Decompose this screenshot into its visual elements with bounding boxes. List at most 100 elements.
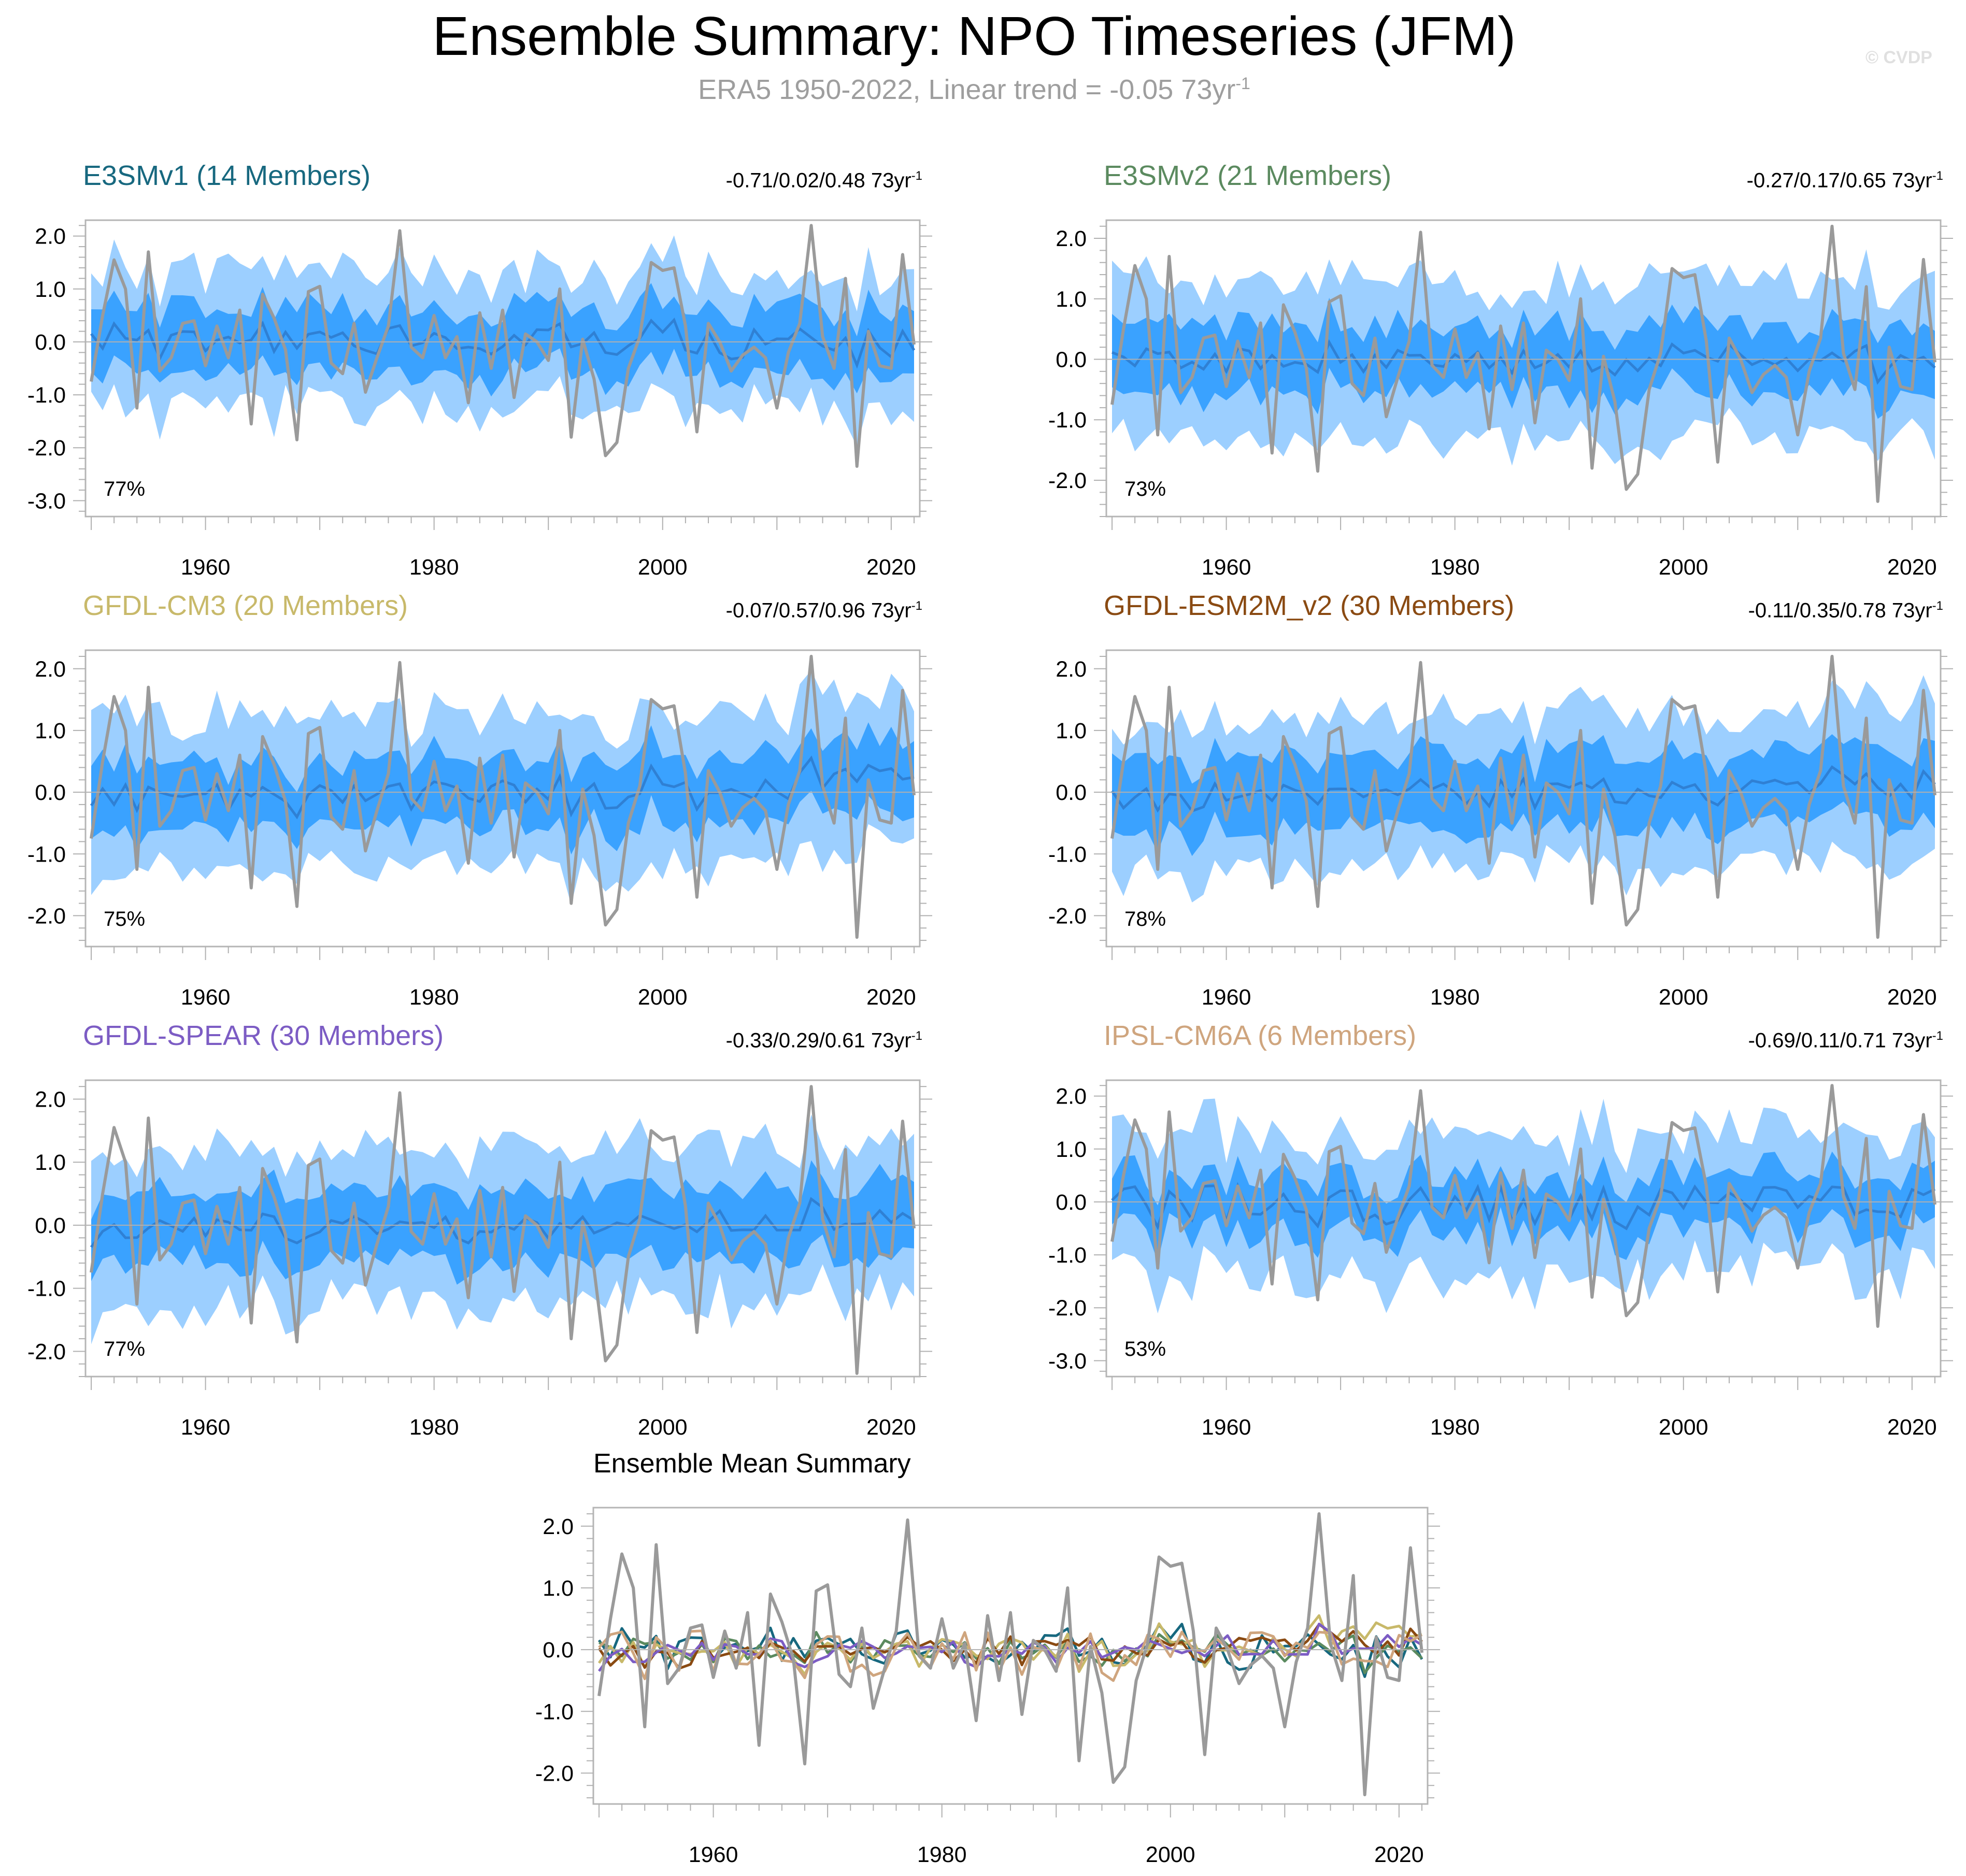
panel-e3smv2-percent-label: 73% (1124, 478, 1166, 500)
panel-ipsl-cm6a-xtick-label: 1980 (1430, 1415, 1480, 1440)
panel-gfdl-cm3-inner-range-band (91, 722, 914, 855)
summary-e3smv1-line (597, 1623, 1423, 1678)
panel-gfdl-spear-trend-range: -0.33/0.29/0.61 73yr-1 (725, 1029, 922, 1052)
panel-gfdl-esm2m-inner-range-band (1112, 734, 1935, 856)
panel-e3smv2-plot-area (1110, 224, 1936, 503)
panel-gfdl-cm3-ytick-label: 1.0 (35, 719, 66, 743)
panel-e3smv2-xtick-label: 1960 (1202, 555, 1251, 580)
panel-e3smv2-era5-line (1110, 224, 1936, 503)
panel-e3smv2-xtick-label: 2000 (1659, 555, 1708, 580)
panel-ipsl-cm6a-ytick-label: -2.0 (1048, 1296, 1087, 1321)
panel-gfdl-cm3-plot-area (90, 654, 916, 939)
summary-e3smv2-line (599, 1631, 1423, 1674)
panel-gfdl-spear-xtick-label: 2000 (638, 1415, 688, 1440)
panel-e3smv2-title: E3SMv2 (21 Members) (1104, 160, 1392, 191)
summary-ytick-label: 1.0 (543, 1576, 574, 1601)
panel-e3smv2-ensemble-mean-line (1112, 339, 1936, 385)
summary-xtick-label: 1980 (917, 1842, 967, 1867)
summary-xtick-label: 2000 (1146, 1842, 1195, 1867)
panel-ipsl-cm6a-title: IPSL-CM6A (6 Members) (1104, 1020, 1417, 1051)
panel-e3smv1-xtick-label: 1980 (409, 555, 459, 580)
panel-e3smv1-era5-line (90, 224, 916, 468)
panel-ipsl-cm6a-xtick-label: 2000 (1659, 1415, 1708, 1440)
summary-xtick-label: 1960 (689, 1842, 738, 1867)
panel-gfdl-esm2m-title: GFDL-ESM2M_v2 (30 Members) (1104, 590, 1515, 621)
panel-ipsl-cm6a-percent-label: 53% (1124, 1338, 1166, 1361)
subtitle-exponent: -1 (1235, 74, 1250, 93)
panel-e3smv2-chart: 2.0 1.0 0.0 -1.0 -2.0 1960 1980 2000 2020 (1048, 219, 1953, 580)
panel-ipsl-cm6a-ytick-label: 2.0 (1056, 1084, 1087, 1109)
panel-e3smv2-xtick-label: 2020 (1887, 555, 1937, 580)
panel-ipsl-cm6a-ytick-label: 0.0 (1056, 1190, 1087, 1215)
panel-ipsl-cm6a-inner-range-band (1112, 1151, 1935, 1262)
panel-e3smv1-percent-label: 77% (104, 478, 146, 500)
summary-era5-line (597, 1512, 1423, 1797)
cvdp-watermark: © CVDP (1865, 48, 1932, 67)
panel-ipsl-cm6a-ytick-label: -1.0 (1048, 1243, 1087, 1268)
panel-gfdl-esm2m-ytick-label: 2.0 (1056, 657, 1087, 682)
panel-gfdl-spear-xtick-label: 2020 (866, 1415, 916, 1440)
panel-e3smv1-xtick-label: 1960 (181, 555, 231, 580)
panel-e3smv2-trend-range: -0.27/0.17/0.65 73yr-1 (1746, 169, 1943, 192)
panel-ipsl-cm6a-plot-area (1110, 1084, 1936, 1328)
panel-ipsl-cm6a-era5-line (1110, 1084, 1936, 1328)
panel-e3smv2-ytick-label: 0.0 (1056, 347, 1087, 372)
subtitle-text: ERA5 1950-2022, Linear trend = -0.05 73y… (698, 74, 1236, 105)
panel-e3smv1-ytick-label: 0.0 (35, 330, 66, 355)
summary-plot-area (597, 1512, 1423, 1797)
panel-gfdl-spear-xtick-label: 1960 (181, 1415, 231, 1440)
panel-gfdl-cm3-ytick-label: 2.0 (35, 657, 66, 682)
panel-e3smv2-inner-range-band (1112, 297, 1935, 419)
panel-gfdl-cm3-trend-range: -0.07/0.57/0.96 73yr-1 (725, 599, 922, 622)
panel-gfdl-spear-inner-range-band (91, 1160, 914, 1285)
sub-title: ERA5 1950-2022, Linear trend = -0.05 73y… (0, 74, 1948, 106)
panel-gfdl-esm2m-plot-area (1110, 654, 1936, 939)
panel-ipsl-cm6a-ytick-label: 1.0 (1056, 1137, 1087, 1162)
summary-gfdl-esm2m-v2-line (597, 1623, 1423, 1670)
panel-gfdl-esm2m-xtick-label: 2000 (1659, 985, 1708, 1010)
panel-gfdl-cm3-title: GFDL-CM3 (20 Members) (83, 590, 408, 621)
panel-gfdl-spear-percent-label: 77% (104, 1338, 146, 1361)
panel-ipsl-cm6a-ytick-label: -3.0 (1048, 1349, 1087, 1373)
summary-xtick-label: 2020 (1374, 1842, 1424, 1867)
panel-gfdl-esm2m-ytick-label: -2.0 (1048, 904, 1087, 928)
panel-e3smv1-xtick-label: 2000 (638, 555, 688, 580)
panel-e3smv1-ensemble-mean-line (90, 317, 916, 369)
panel-gfdl-cm3-percent-label: 75% (104, 908, 146, 930)
panel-e3smv1-title: E3SMv1 (14 Members) (83, 160, 371, 191)
panel-gfdl-esm2m-ensemble-mean-line (1110, 765, 1936, 813)
main-title: Ensemble Summary: NPO Timeseries (JFM) (432, 6, 1516, 67)
panel-gfdl-esm2m-trend-range: -0.11/0.35/0.78 73yr-1 (1748, 599, 1943, 622)
panel-e3smv2-xtick-label: 1980 (1430, 555, 1480, 580)
panel-gfdl-cm3-xtick-label: 2000 (638, 985, 688, 1010)
panel-e3smv1-ytick-label: 1.0 (35, 277, 66, 302)
panel-gfdl-esm2m-ytick-label: 1.0 (1056, 719, 1087, 743)
panel-gfdl-spear-title: GFDL-SPEAR (30 Members) (83, 1020, 444, 1051)
panel-gfdl-cm3-ytick-label: -2.0 (27, 904, 66, 928)
panel-gfdl-cm3-chart: 2.0 1.0 0.0 -1.0 -2.0 1960 1980 2000 2020 (27, 649, 932, 1010)
panel-e3smv2-ytick-label: 1.0 (1056, 287, 1087, 312)
panel-gfdl-esm2m-ytick-label: 0.0 (1056, 780, 1087, 805)
panel-e3smv1-ytick-label: -1.0 (27, 383, 66, 408)
panel-ipsl-cm6a-trend-range: -0.69/0.11/0.71 73yr-1 (1748, 1029, 1943, 1052)
panel-gfdl-spear-chart: 2.0 1.0 0.0 -1.0 -2.0 1960 1980 2000 2020 (27, 1079, 932, 1440)
panel-gfdl-esm2m-percent-label: 78% (1124, 908, 1166, 930)
panel-gfdl-spear-era5-line (90, 1085, 916, 1375)
panel-ipsl-cm6a-xtick-label: 2020 (1887, 1415, 1937, 1440)
summary-ytick-label: -1.0 (535, 1699, 574, 1724)
panel-gfdl-esm2m-ytick-label: -1.0 (1048, 842, 1087, 867)
panel-gfdl-cm3-xtick-label: 2020 (866, 985, 916, 1010)
panel-gfdl-esm2m-xtick-label: 1980 (1430, 985, 1480, 1010)
panel-gfdl-spear-ytick-label: 1.0 (35, 1150, 66, 1175)
panel-e3smv1-trend-range: -0.71/0.02/0.48 73yr-1 (725, 169, 922, 192)
summary-chart-title: Ensemble Mean Summary (593, 1449, 911, 1479)
panel-gfdl-spear-plot-area (90, 1085, 916, 1375)
panel-e3smv1-chart: 2.0 1.0 0.0 -1.0 -2.0 -3.0 1960 1980 2000 2020 (27, 219, 932, 580)
panel-e3smv1-ytick-label: -2.0 (27, 436, 66, 461)
panel-gfdl-cm3-ytick-label: -1.0 (27, 842, 66, 867)
panel-gfdl-cm3-xtick-label: 1980 (409, 985, 459, 1010)
panel-e3smv1-plot-area (90, 224, 916, 468)
panel-gfdl-spear-ytick-label: -1.0 (27, 1277, 66, 1301)
panel-e3smv1-ytick-label: 2.0 (35, 224, 66, 249)
panel-gfdl-spear-xtick-label: 1980 (409, 1415, 459, 1440)
